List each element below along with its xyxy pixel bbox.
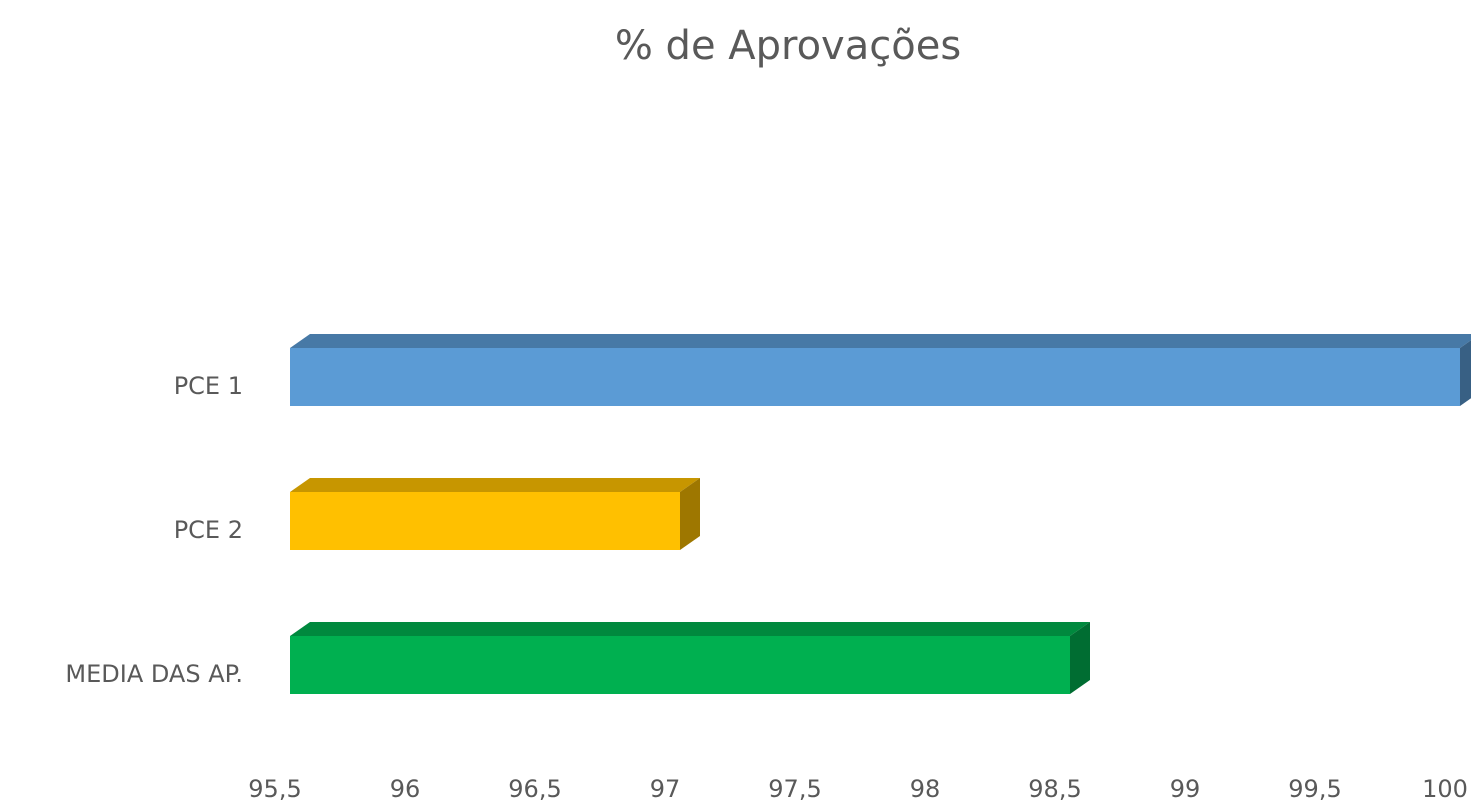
bar-top bbox=[290, 334, 1471, 348]
bar-side bbox=[680, 478, 700, 550]
x-tick-label: 98 bbox=[910, 775, 941, 803]
x-tick-label: 100 bbox=[1422, 775, 1468, 803]
x-tick-label: 96 bbox=[390, 775, 421, 803]
x-tick-label: 95,5 bbox=[248, 775, 301, 803]
y-tick-label: PCE 1 bbox=[174, 372, 243, 400]
bar-side bbox=[1070, 622, 1090, 694]
x-tick-label: 97 bbox=[650, 775, 681, 803]
y-tick-label: MEDIA DAS AP. bbox=[65, 660, 243, 688]
bar bbox=[290, 492, 680, 550]
bar-top bbox=[290, 478, 700, 492]
bar-top bbox=[290, 622, 1090, 636]
bar bbox=[290, 348, 1460, 406]
x-tick-label: 99 bbox=[1170, 775, 1201, 803]
x-tick-label: 96,5 bbox=[508, 775, 561, 803]
x-tick-label: 99,5 bbox=[1288, 775, 1341, 803]
chart-title: % de Aprovações bbox=[615, 23, 961, 69]
y-tick-label: PCE 2 bbox=[174, 516, 243, 544]
x-tick-label: 97,5 bbox=[768, 775, 821, 803]
bar-side bbox=[1460, 340, 1471, 406]
x-tick-label: 98,5 bbox=[1028, 775, 1081, 803]
bar bbox=[290, 636, 1070, 694]
